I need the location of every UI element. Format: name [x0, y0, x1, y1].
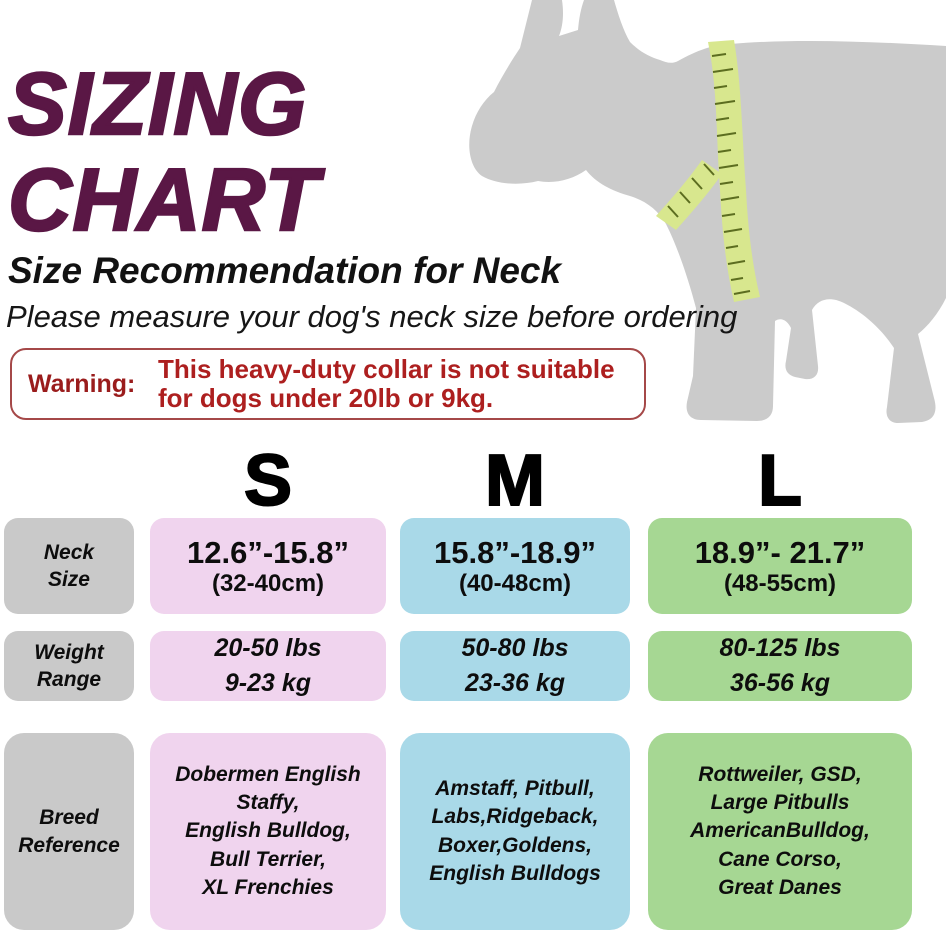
size-column-header-m: M: [484, 441, 546, 521]
measure-note: Please measure your dog's neck size befo…: [6, 299, 738, 334]
cell-weight-range-l: 80-125 lbs 36-56 kg: [648, 631, 912, 701]
neck-size-m-inches: 15.8”-18.9”: [434, 534, 596, 570]
cell-neck-size-l: 18.9”- 21.7” (48-55cm): [648, 518, 912, 614]
page-title-line1: SIZING: [7, 54, 308, 153]
warning-message: This heavy-duty collar is not suitable f…: [158, 353, 615, 413]
neck-size-l-cm: (48-55cm): [723, 569, 837, 597]
cell-breed-reference-l: Rottweiler, GSD, Large Pitbulls American…: [648, 733, 912, 930]
warning-label: Warning:: [28, 369, 136, 398]
dog-silhouette-illustration: [469, 0, 946, 423]
dog-body: [469, 0, 946, 423]
size-column-header-s: S: [243, 441, 293, 521]
measuring-tape-branch: [656, 160, 722, 230]
size-column-header-l: L: [757, 441, 803, 521]
cell-neck-size-s: 12.6”-15.8” (32-40cm): [150, 518, 386, 614]
row-header-neck-size: Neck Size: [4, 518, 134, 614]
warning-box: Warning: This heavy-duty collar is not s…: [10, 348, 646, 420]
page-title: SIZING CHART: [7, 54, 320, 249]
neck-size-s-cm: (32-40cm): [211, 569, 325, 597]
cell-neck-size-m: 15.8”-18.9” (40-48cm): [400, 518, 630, 614]
row-header-breed-reference: Breed Reference: [4, 733, 134, 930]
subtitle: Size Recommendation for Neck: [8, 250, 562, 291]
cell-breed-reference-m: Amstaff, Pitbull, Labs,Ridgeback, Boxer,…: [400, 733, 630, 930]
row-header-weight-range: Weight Range: [4, 631, 134, 701]
cell-weight-range-s: 20-50 lbs 9-23 kg: [150, 631, 386, 701]
cell-breed-reference-s: Dobermen English Staffy, English Bulldog…: [150, 733, 386, 930]
tape-ticks: [667, 53, 751, 295]
neck-size-l-inches: 18.9”- 21.7”: [694, 534, 866, 570]
measuring-tape-strip: [708, 40, 760, 302]
neck-size-s-inches: 12.6”-15.8”: [187, 534, 349, 570]
neck-size-m-cm: (40-48cm): [458, 569, 572, 597]
page-title-line2: CHART: [7, 150, 320, 249]
cell-weight-range-m: 50-80 lbs 23-36 kg: [400, 631, 630, 701]
